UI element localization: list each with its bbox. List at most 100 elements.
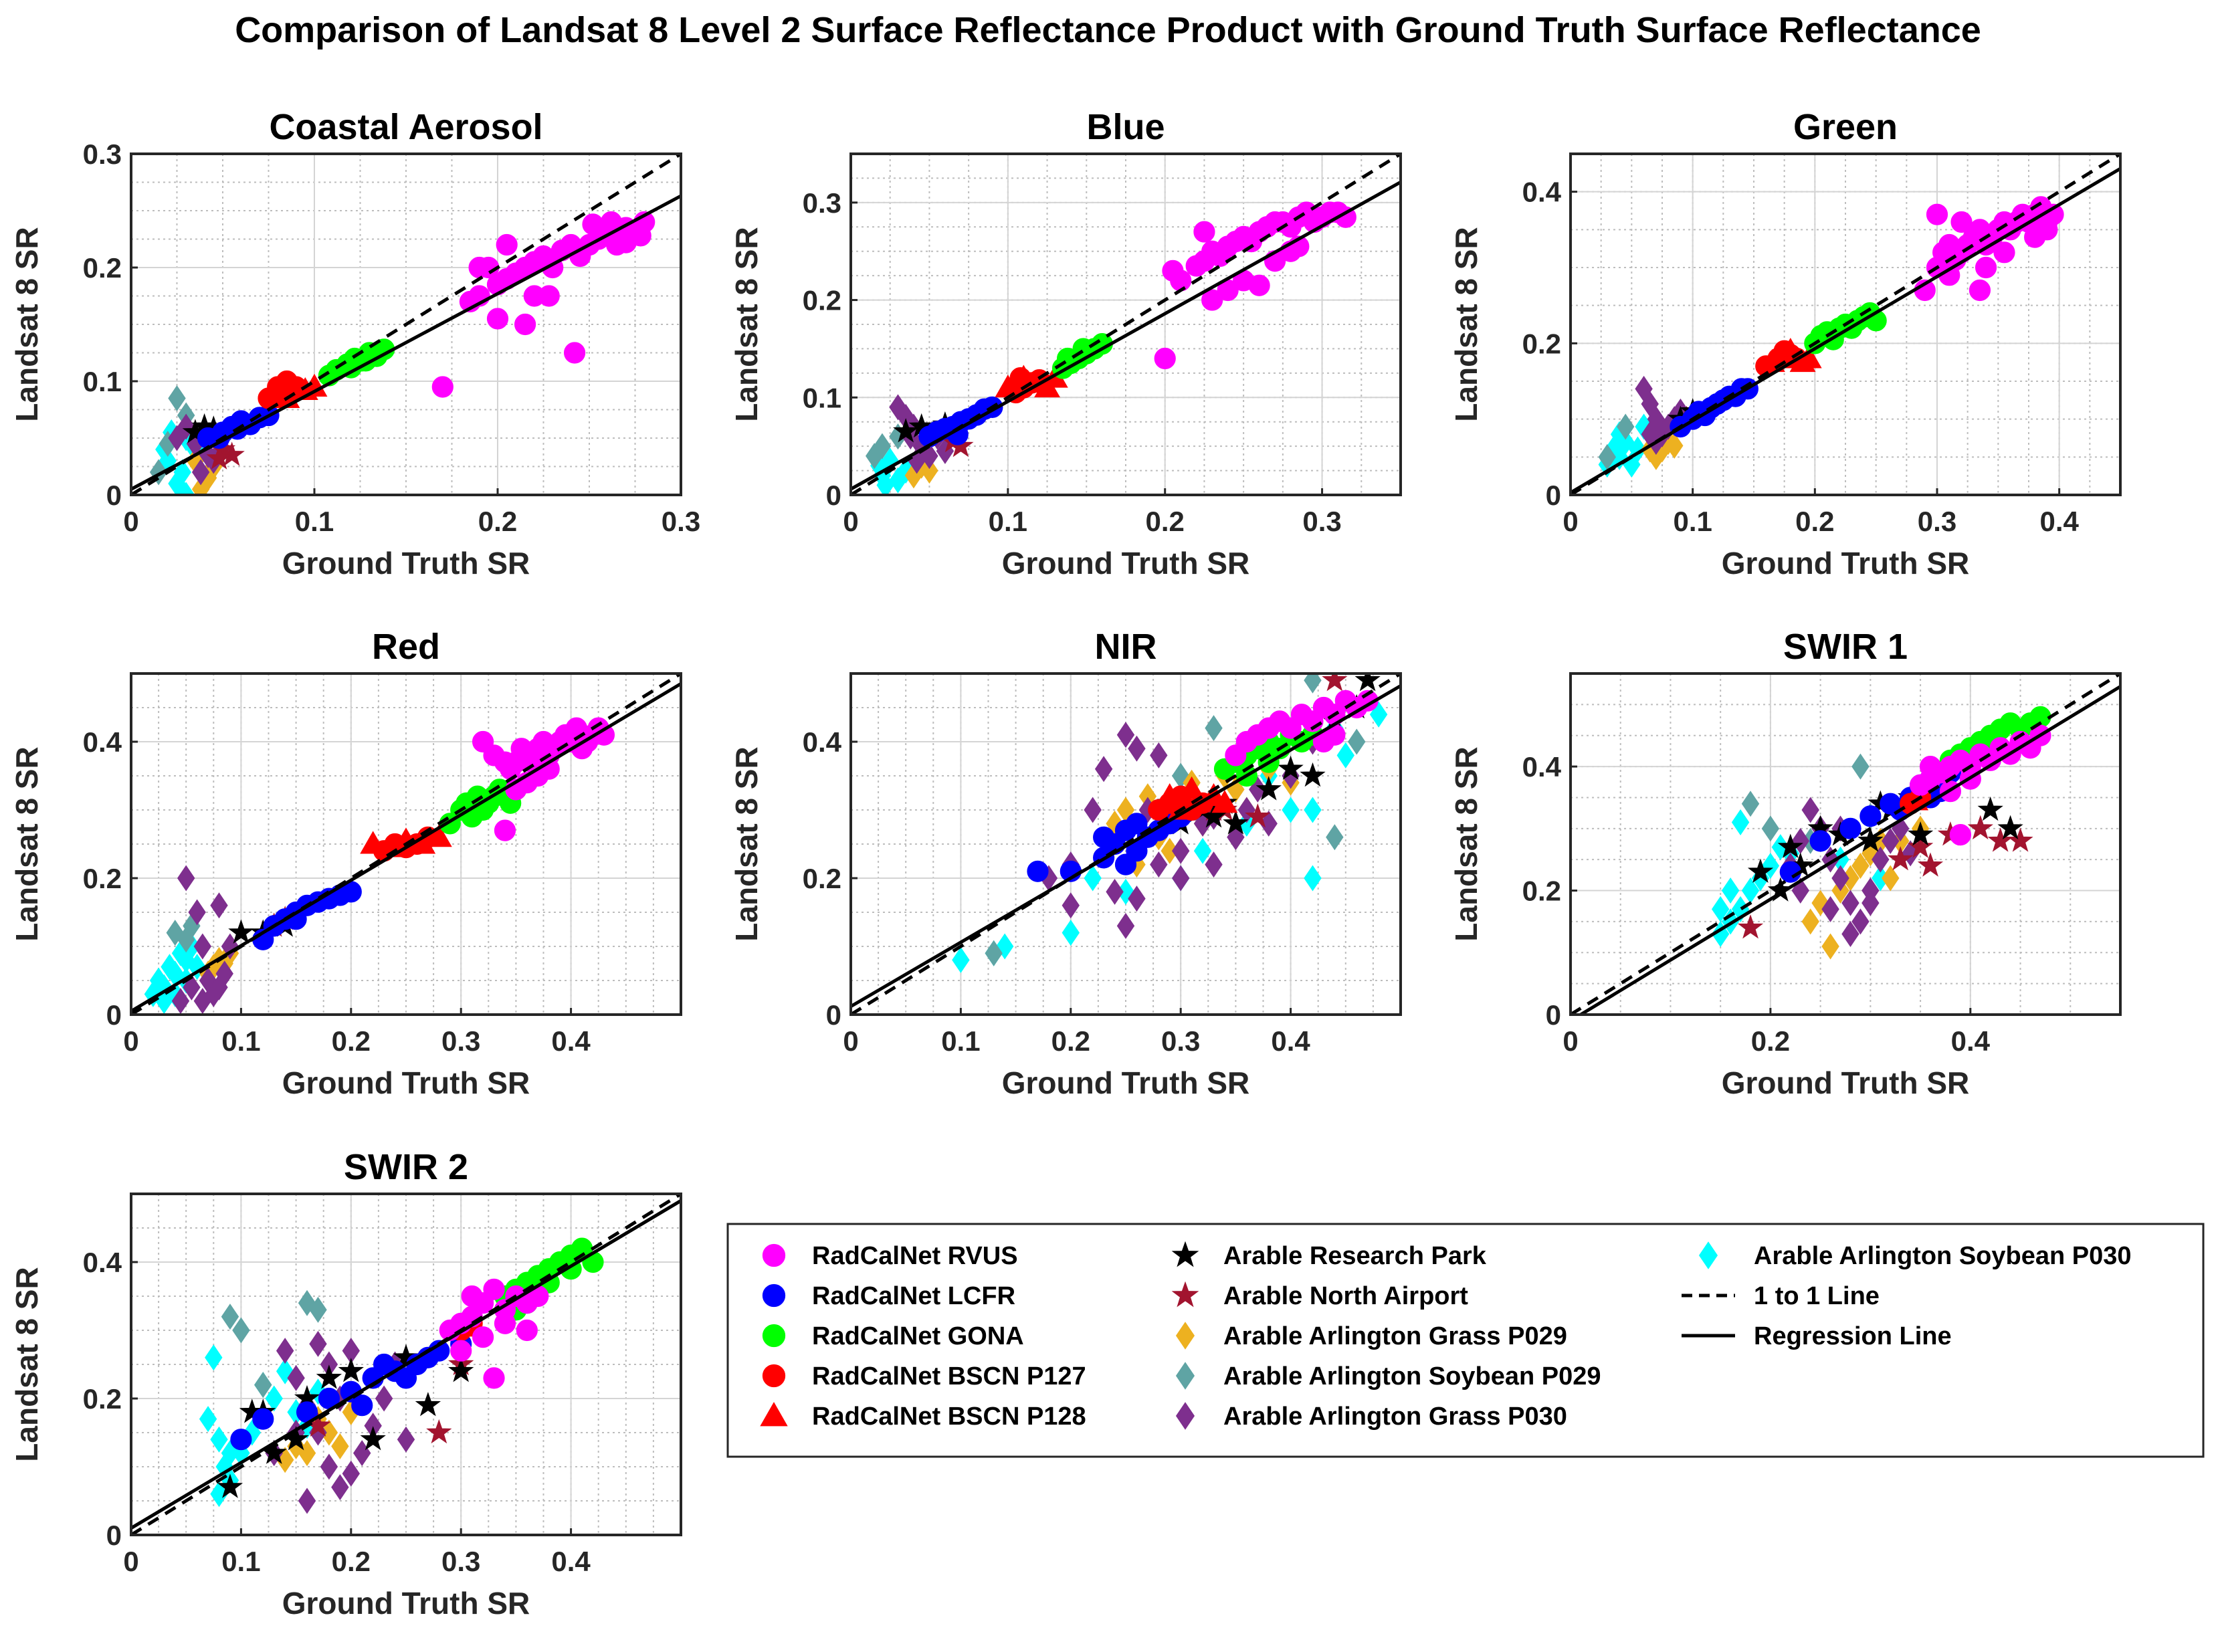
data-point-rvus	[494, 1312, 516, 1334]
reference-lines	[851, 674, 1401, 1015]
data-point-north_airport	[2007, 827, 2033, 852]
data-point-soybean_p030	[205, 1344, 223, 1371]
y-tick-label: 0.2	[83, 252, 122, 284]
axes-box	[130, 672, 682, 1016]
data-point-rvus	[1993, 241, 2015, 264]
y-tick-label: 0	[1546, 999, 1561, 1031]
legend-item-rvus: RadCalNet RVUS	[762, 1242, 1018, 1270]
legend-item-lcfr: RadCalNet LCFR	[762, 1282, 1015, 1310]
data-point-north_airport	[1967, 815, 1993, 840]
data-point-grass_p030	[1801, 797, 1819, 823]
data-point-grass_p030	[1841, 890, 1859, 916]
legend-swatch	[762, 1243, 786, 1267]
y-tick-label: 0.1	[83, 366, 122, 397]
data-point-grass_p030	[287, 1364, 305, 1391]
data-point-bscn128	[1211, 790, 1238, 813]
data-point-soybean_p029	[1761, 815, 1780, 842]
y-axis-label: Landsat 8 SR	[729, 227, 764, 421]
data-point-rvus	[1975, 256, 1997, 279]
data-point-soybean_p029	[221, 1304, 239, 1330]
y-tick-label: 0.2	[1522, 328, 1561, 359]
subplot-green: 0 0.1 0.2 0.3 0.4 0 0.2 0.4 Green Ground Truth SR…	[1449, 107, 2122, 581]
data-point-soybean_p029	[1304, 674, 1322, 694]
data-point-soybean_p029	[1851, 753, 1870, 780]
data-point-soybean_p029	[1741, 791, 1760, 817]
axes-box	[130, 152, 682, 496]
data-point-grass_p030	[1872, 846, 1890, 873]
data-point-rvus	[1154, 347, 1176, 370]
x-tick-label: 0.2	[478, 506, 517, 537]
axes-box	[1569, 672, 2122, 1016]
data-point-grass_p030	[375, 1385, 393, 1412]
subplot-title: Green	[1793, 107, 1898, 147]
y-tick-label: 0.2	[803, 285, 841, 316]
legend-label: Arable Arlington Grass P030	[1223, 1403, 1567, 1431]
data-point-soybean_p029	[873, 433, 892, 459]
legend-item-regression: Regression Line	[1682, 1322, 1952, 1350]
data-point-grass_p030	[1831, 865, 1849, 892]
data-point-grass_p029	[1666, 432, 1684, 459]
y-tick-label: 0.2	[83, 1383, 122, 1415]
legend-swatch	[1175, 1402, 1195, 1430]
legend-swatch	[1175, 1362, 1195, 1390]
data-point-grass_p029	[1851, 852, 1870, 879]
regression-line	[851, 684, 1401, 1008]
data-point-bscn128	[425, 824, 452, 847]
data-point-grass_p030	[191, 459, 210, 486]
data-point-research_park	[217, 1473, 243, 1498]
data-point-lcfr	[1126, 813, 1148, 835]
data-point-rvus	[461, 1285, 483, 1308]
data-point-grass_p030	[298, 1487, 316, 1514]
x-tick-label: 0.4	[1271, 1025, 1310, 1057]
data-point-soybean_p030	[173, 459, 191, 486]
axes-box	[130, 1193, 682, 1536]
data-point-north_airport	[426, 1419, 452, 1444]
data-point-grass_p029	[920, 457, 938, 484]
data-point-research_park	[1223, 810, 1249, 835]
data-point-rvus	[1926, 203, 1948, 225]
regression-line	[131, 1199, 681, 1530]
data-point-soybean_p030	[199, 1406, 217, 1433]
subplot-coastal-aerosol: 0 0.1 0.2 0.3 0 0.1 0.2 0.3 Coastal Aerosol Groun…	[9, 107, 700, 581]
y-axis-label: Landsat 8 SR	[9, 746, 44, 941]
data-points	[199, 1237, 604, 1514]
x-tick-label: 0.3	[1918, 506, 1956, 537]
data-point-rvus	[629, 225, 651, 247]
data-point-soybean_p029	[168, 385, 186, 411]
data-point-grass_p030	[193, 933, 212, 960]
data-point-rvus	[1950, 211, 1973, 233]
data-point-north_airport	[1322, 674, 1348, 692]
x-tick-label: 0.4	[551, 1025, 591, 1057]
data-point-grass_p030	[1128, 735, 1146, 762]
y-tick-label: 0	[106, 999, 122, 1031]
data-point-grass_p029	[298, 1440, 316, 1467]
reference-lines	[131, 154, 681, 495]
y-tick-label: 0	[826, 480, 841, 511]
x-axis-label: Ground Truth SR	[1722, 1065, 1970, 1100]
y-tick-label: 0	[106, 1520, 122, 1551]
data-point-lcfr	[1027, 860, 1049, 882]
legend-label: Arable Research Park	[1223, 1242, 1487, 1270]
data-point-grass_p030	[215, 960, 233, 987]
legend-swatch	[1698, 1241, 1718, 1269]
data-point-soybean_p029	[232, 1317, 250, 1344]
legend-swatch	[1171, 1241, 1199, 1267]
data-point-rvus	[1949, 823, 1971, 846]
y-tick-label: 0.4	[1522, 751, 1562, 783]
regression-line	[1571, 167, 2120, 494]
x-tick-label: 0.2	[332, 1025, 371, 1057]
y-tick-label: 0	[1546, 480, 1561, 511]
x-tick-label: 0	[1563, 506, 1578, 537]
y-tick-label: 0	[106, 480, 122, 511]
y-axis-label: Landsat 8 SR	[729, 746, 764, 941]
x-tick-label: 0	[123, 1546, 138, 1577]
data-point-research_park	[893, 418, 919, 443]
y-axis-label: Landsat 8 SR	[9, 1267, 44, 1461]
data-point-grass_p030	[1851, 908, 1870, 935]
data-point-grass_p030	[1150, 742, 1168, 768]
data-point-soybean_p030	[243, 1419, 262, 1446]
data-point-bscn128	[1034, 375, 1061, 398]
one-to-one-line	[1571, 674, 2120, 1015]
data-point-lcfr	[252, 1408, 274, 1430]
data-point-soybean_p030	[1731, 809, 1750, 836]
